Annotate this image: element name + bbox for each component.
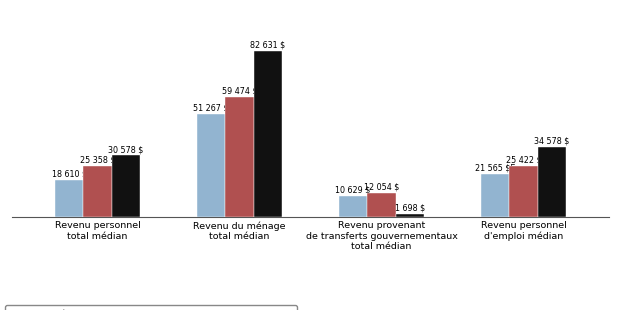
Bar: [197, 114, 225, 217]
Text: 51 267 $: 51 267 $: [194, 103, 229, 112]
Bar: [55, 179, 83, 217]
Bar: [254, 51, 282, 217]
Bar: [367, 193, 396, 217]
Text: 18 610 $: 18 610 $: [52, 169, 87, 178]
Bar: [538, 147, 566, 217]
Text: 82 631 $: 82 631 $: [250, 40, 286, 49]
Legend: Incapacité mentale
ou psychologique, Autre incapacité, Aucune incapacité: Incapacité mentale ou psychologique, Aut…: [5, 305, 297, 310]
Bar: [481, 174, 509, 217]
Bar: [339, 196, 367, 217]
Text: 21 565 $E: 21 565 $E: [475, 163, 515, 172]
Text: 12 054 $: 12 054 $: [364, 182, 399, 191]
Bar: [396, 214, 424, 217]
Text: 59 474 $: 59 474 $: [222, 87, 257, 96]
Text: 25 422 $: 25 422 $: [505, 155, 541, 164]
Text: 30 578 $: 30 578 $: [108, 145, 143, 154]
Bar: [112, 155, 140, 217]
Bar: [83, 166, 112, 217]
Bar: [509, 166, 538, 217]
Text: 10 629 $: 10 629 $: [335, 185, 371, 194]
Bar: [225, 97, 254, 217]
Text: 25 358 $: 25 358 $: [80, 156, 116, 165]
Text: 1 698 $: 1 698 $: [395, 203, 425, 212]
Text: 34 578 $: 34 578 $: [534, 137, 569, 146]
